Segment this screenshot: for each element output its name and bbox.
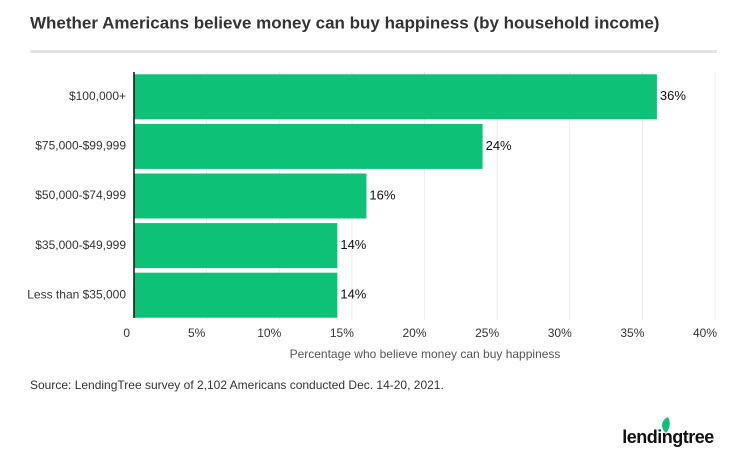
value-label: 24% [486,138,512,153]
source-note: Source: LendingTree survey of 2,102 Amer… [30,378,444,392]
logo: lendingtree [622,417,715,447]
x-tick-label: 35% [620,326,644,340]
x-tick-label: 30% [548,326,572,340]
bar [134,173,367,219]
x-tick-label: 0 [123,326,130,340]
value-label: 16% [369,187,395,202]
bar [134,223,338,269]
x-tick-label: 25% [475,326,499,340]
value-label: 14% [340,287,366,302]
y-tick-label: $50,000-$74,999 [35,188,126,202]
x-tick-label: 5% [188,326,206,340]
chart-title: Whether Americans believe money can buy … [30,13,659,32]
value-label: 14% [340,237,366,252]
x-axis-label: Percentage who believe money can buy hap… [290,347,561,361]
bar [134,123,483,169]
bar [134,74,657,120]
y-tick-label: $100,000+ [69,89,126,103]
value-label: 36% [660,88,686,103]
y-tick-label: $75,000-$99,999 [35,139,126,153]
x-tick-label: 15% [330,326,354,340]
logo-text: lendingtree [622,427,714,447]
x-tick-label: 40% [693,326,717,340]
bar [134,272,338,318]
title-rule [30,50,717,53]
x-tick-label: 20% [402,326,426,340]
y-tick-label: Less than $35,000 [27,287,126,301]
x-tick-label: 10% [257,326,281,340]
logo-leaf [662,417,670,433]
y-tick-label: $35,000-$49,999 [35,238,126,252]
